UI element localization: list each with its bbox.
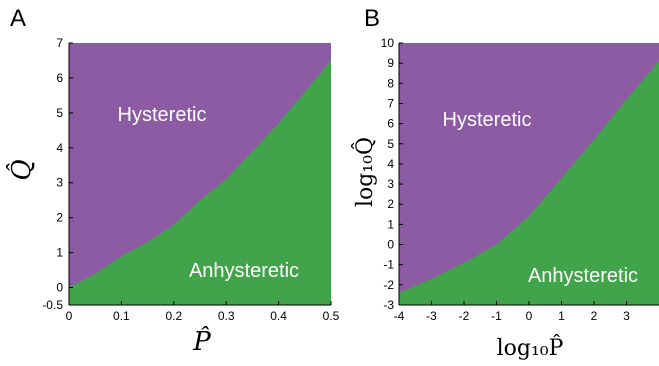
panel-a-x-tick-label: 0 xyxy=(66,309,73,323)
panel-b-y-tick-label: 6 xyxy=(387,117,394,131)
panel-b-x-tick-label: -3 xyxy=(426,309,437,323)
panel-b-plot xyxy=(398,43,659,306)
panel-b-y-tick-label: 2 xyxy=(387,197,394,211)
panel-a-x-ticks: 0 0.1 0.2 0.3 0.4 0.5 xyxy=(66,301,340,323)
panel-b-letter: B xyxy=(364,5,380,32)
panel-b-y-tick-label: 0 xyxy=(387,238,394,252)
panel-b-x-tick-label: 2 xyxy=(591,309,598,323)
panel-b-x-tick-label: 0 xyxy=(526,309,533,323)
panel-a-y-tick-label: 4 xyxy=(56,141,63,155)
panel-b-x-ticks: -4 -3 -2 -1 0 1 2 3 xyxy=(394,301,630,323)
panel-a-y-tick-label: 3 xyxy=(56,176,63,190)
panel-b-y-tick-label: -3 xyxy=(383,298,394,312)
panel-b-y-tick-label: 3 xyxy=(387,177,394,191)
panel-b-x-tick-label: -4 xyxy=(394,309,405,323)
panel-a-hysteretic-label: Hysteretic xyxy=(118,104,207,126)
panel-a-anhysteretic-region xyxy=(69,60,331,305)
panel-a-y-tick-label: 6 xyxy=(56,71,63,85)
panel-b-y-ticks: -3 -2 -1 0 1 2 3 4 5 6 7 8 9 10 xyxy=(381,36,403,312)
panel-b-y-tick-label: 9 xyxy=(387,56,394,70)
panel-a-y-ticks: -0.5 0 1 2 3 4 5 6 7 xyxy=(42,36,73,312)
panel-b-y-tick-label: 1 xyxy=(387,217,394,231)
panel-a-y-tick-label: 7 xyxy=(56,36,63,50)
panel-a-y-tick-label: 5 xyxy=(56,106,63,120)
panel-a-x-tick-label: 0.1 xyxy=(113,309,130,323)
panel-b-y-tick-label: -2 xyxy=(383,278,394,292)
panel-a-letter: A xyxy=(10,5,26,32)
panel-b-y-tick-label: 7 xyxy=(387,96,394,110)
panel-a-y-tick-label: 1 xyxy=(56,246,63,260)
panel-a-x-tick-label: 0.5 xyxy=(323,309,340,323)
panel-b-anhysteretic-region xyxy=(399,61,659,305)
panel-a-y-axis-label: Q̂ xyxy=(6,159,37,180)
panel-a-y-tick-label: 0 xyxy=(56,281,63,295)
panel-b-y-tick-label: 8 xyxy=(387,76,394,90)
panel-b-y-axis-label: log₁₀Q̂ xyxy=(352,137,378,207)
panel-b-x-tick-label: 1 xyxy=(558,309,565,323)
panel-a-plot xyxy=(68,43,331,306)
panel-a-y-tick-label: 2 xyxy=(56,211,63,225)
panel-b-y-tick-label: 4 xyxy=(387,157,394,171)
panel-b-y-tick-label: -1 xyxy=(383,258,394,272)
panel-a-anhysteretic-label: Anhysteretic xyxy=(189,260,299,282)
panel-b-anhysteretic-label: Anhysteretic xyxy=(528,265,638,287)
panel-a-x-tick-label: 0.3 xyxy=(218,309,235,323)
panel-b-x-axis-label: log₁₀P̂ xyxy=(497,335,564,361)
panel-b-hysteretic-label: Hysteretic xyxy=(443,109,532,131)
panel-b-x-tick-label: -1 xyxy=(491,309,502,323)
panel-b-x-tick-label: 3 xyxy=(623,309,630,323)
panel-a-x-tick-label: 0.2 xyxy=(165,309,182,323)
panel-a-x-tick-label: 0.4 xyxy=(270,309,287,323)
panel-b-x-tick-label: -2 xyxy=(459,309,470,323)
panel-b-y-tick-label: 5 xyxy=(387,137,394,151)
panel-b-y-tick-label: 10 xyxy=(381,36,395,50)
panel-a-x-axis-label: P̂ xyxy=(192,326,211,357)
panel-a-y-tick-label: -0.5 xyxy=(42,298,63,312)
